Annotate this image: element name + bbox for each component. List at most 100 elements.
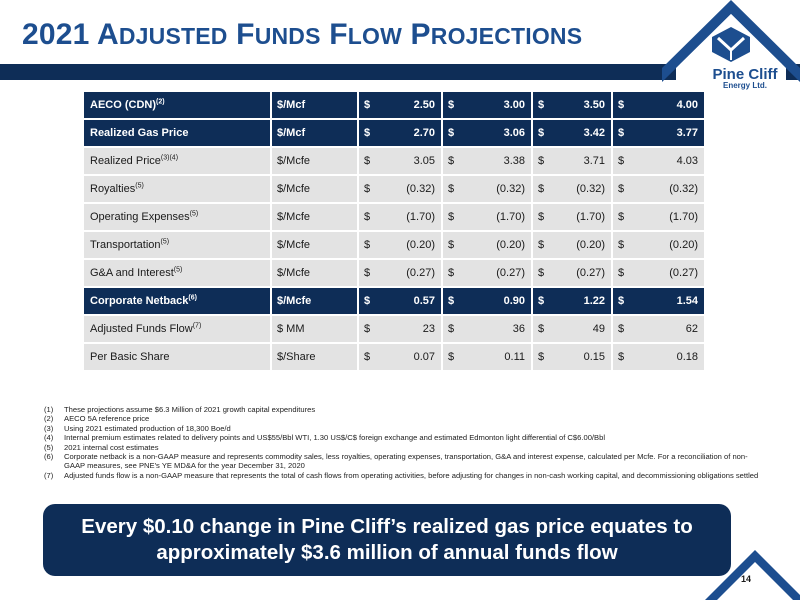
- footnote-ref: (5): [173, 266, 183, 274]
- currency-symbol: $: [443, 260, 461, 288]
- projections-table: AECO (CDN)(2) $/Mcf $2.50 $3.00 $3.50 $4.00 Re…: [84, 92, 704, 372]
- row-value: (0.32): [461, 176, 533, 204]
- footnote-ref: (5): [160, 238, 170, 246]
- footnote-text: Internal premium estimates related to de…: [64, 433, 606, 443]
- currency-symbol: $: [443, 316, 461, 344]
- row-value: 4.00: [631, 92, 704, 120]
- currency-symbol: $: [443, 232, 461, 260]
- row-value: (1.70): [551, 204, 613, 232]
- footnote: (5) 2021 internal cost estimates: [44, 443, 764, 452]
- row-value: (1.70): [377, 204, 443, 232]
- row-unit: $/Mcfe: [272, 232, 359, 260]
- row-value: (1.70): [631, 204, 704, 232]
- header-bar: [0, 64, 800, 80]
- row-label: AECO (CDN)(2): [84, 92, 272, 120]
- currency-symbol: $: [533, 176, 551, 204]
- row-value: (0.20): [631, 232, 704, 260]
- row-value: 0.15: [551, 344, 613, 372]
- currency-symbol: $: [533, 260, 551, 288]
- row-label: Adjusted Funds Flow(7): [84, 316, 272, 344]
- footnote: (3) Using 2021 estimated production of 18…: [44, 424, 764, 433]
- row-value: (0.20): [377, 232, 443, 260]
- currency-symbol: $: [443, 344, 461, 372]
- row-value: 23: [377, 316, 443, 344]
- currency-symbol: $: [443, 120, 461, 148]
- table-row: Realized Price(3)(4) $/Mcfe $3.05 $3.38 $3.7…: [84, 148, 704, 176]
- row-value: 3.50: [551, 92, 613, 120]
- callout-line-2: approximately $3.6 million of annual fun…: [156, 541, 618, 564]
- footnote-ref: (6): [188, 294, 197, 302]
- row-label: Transportation(5): [84, 232, 272, 260]
- footnote: (6) Corporate netback is a non-GAAP measu…: [44, 452, 764, 471]
- footnote-text: Using 2021 estimated production of 18,30…: [64, 423, 231, 433]
- table-row: Corporate Netback(6) $/Mcfe $0.57 $0.90 $1.2…: [84, 288, 704, 316]
- currency-symbol: $: [533, 148, 551, 176]
- table-row: Operating Expenses(5) $/Mcfe $ (1.70) $ (1.70…: [84, 204, 704, 232]
- currency-symbol: $: [613, 344, 631, 372]
- currency-symbol: $: [359, 344, 377, 372]
- footnote-number: (4): [44, 433, 54, 443]
- logo-name: Pine Cliff: [712, 66, 778, 83]
- table-row: Royalties(5) $/Mcfe $ (0.32) $ (0.32) $ (0.32) $…: [84, 176, 704, 204]
- row-label: Royalties(5): [84, 176, 272, 204]
- currency-symbol: $: [613, 148, 631, 176]
- footnote: (4) Internal premium estimates related to…: [44, 433, 764, 442]
- row-value: (0.32): [551, 176, 613, 204]
- currency-symbol: $: [359, 204, 377, 232]
- row-label: Realized Price(3)(4): [84, 148, 272, 176]
- currency-symbol: $: [533, 204, 551, 232]
- currency-symbol: $: [443, 204, 461, 232]
- row-value: (0.32): [631, 176, 704, 204]
- currency-symbol: $: [443, 148, 461, 176]
- row-value: (0.20): [551, 232, 613, 260]
- currency-symbol: $: [443, 288, 461, 316]
- footnote-text: Corporate netback is a non-GAAP measure …: [64, 452, 748, 471]
- page-number: 14: [741, 574, 752, 584]
- table-row: Per Basic Share $/Share $0.07 $0.11 $0.15 $0.…: [84, 344, 704, 372]
- company-logo: Pine Cliff Energy Ltd.: [662, 0, 800, 110]
- row-value: 1.22: [551, 288, 613, 316]
- currency-symbol: $: [613, 316, 631, 344]
- footnote-number: (5): [44, 442, 54, 452]
- currency-symbol: $: [359, 288, 377, 316]
- currency-symbol: $: [533, 344, 551, 372]
- footnote-text: Adjusted funds flow is a non-GAAP measur…: [64, 470, 759, 480]
- row-value: 3.38: [461, 148, 533, 176]
- row-unit: $/Mcfe: [272, 288, 359, 316]
- footnote-ref: (3)(4): [160, 154, 179, 162]
- page-title: 2021 ADJUSTED FUNDS FLOW PROJECTIONS: [22, 18, 583, 51]
- row-label: Realized Gas Price: [84, 120, 272, 148]
- row-label: Operating Expenses(5): [84, 204, 272, 232]
- row-value: (0.27): [461, 260, 533, 288]
- row-value: 2.70: [377, 120, 443, 148]
- footnote-ref: (2): [156, 98, 165, 106]
- row-value: 62: [631, 316, 704, 344]
- row-value: 4.03: [631, 148, 704, 176]
- row-label: Corporate Netback(6): [84, 288, 272, 316]
- row-value: 3.77: [631, 120, 704, 148]
- row-value: 3.00: [461, 92, 533, 120]
- row-value: 36: [461, 316, 533, 344]
- footnote-text: 2021 internal cost estimates: [64, 442, 159, 452]
- footnote-ref: (7): [192, 322, 202, 330]
- callout-line-1: Every $0.10 change in Pine Cliff’s reali…: [81, 515, 693, 538]
- row-unit: $/Mcfe: [272, 148, 359, 176]
- row-value: 0.57: [377, 288, 443, 316]
- row-unit: $/Mcfe: [272, 260, 359, 288]
- row-value: 1.54: [631, 288, 704, 316]
- footnote-text: These projections assume $6.3 Million of…: [64, 405, 316, 414]
- row-value: 0.18: [631, 344, 704, 372]
- row-value: 0.90: [461, 288, 533, 316]
- row-value: 3.05: [377, 148, 443, 176]
- footnote: (2) AECO 5A reference price: [44, 414, 764, 423]
- footnote: (7) Adjusted funds flow is a non-GAAP mea…: [44, 471, 764, 480]
- currency-symbol: $: [613, 288, 631, 316]
- footnote-number: (7): [44, 470, 54, 480]
- currency-symbol: $: [359, 232, 377, 260]
- footnote-ref: (5): [135, 182, 144, 190]
- row-unit: $/Mcf: [272, 120, 359, 148]
- footnote-ref: (5): [189, 210, 199, 218]
- row-value: 2.50: [377, 92, 443, 120]
- footnote-text: AECO 5A reference price: [64, 414, 150, 424]
- currency-symbol: $: [613, 204, 631, 232]
